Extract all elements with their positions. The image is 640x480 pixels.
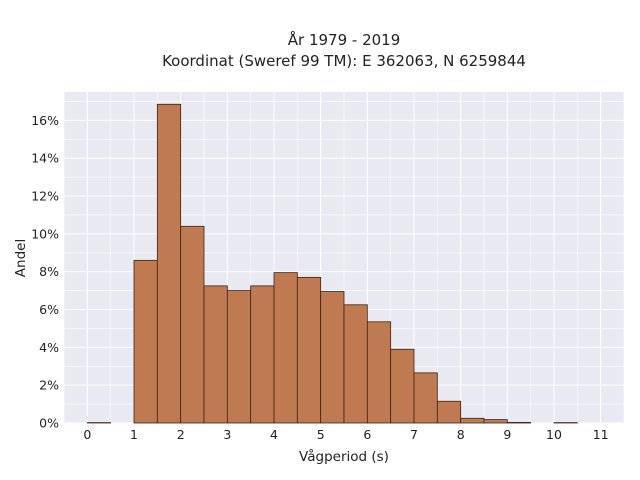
histogram-bar xyxy=(250,285,275,424)
histogram-bar xyxy=(413,372,438,424)
x-tick-label: 2 xyxy=(177,427,185,442)
x-tick-labels: 0 1 2 3 4 5 6 7 8 9 10 11 xyxy=(83,427,608,442)
histogram-bar xyxy=(156,103,182,424)
y-tick-label: 10% xyxy=(31,226,59,241)
histogram-bar xyxy=(203,285,228,424)
histogram-bar xyxy=(343,304,368,424)
y-tick-label: 6% xyxy=(39,302,59,317)
x-tick-label: 7 xyxy=(410,427,418,442)
histogram-bar xyxy=(273,272,298,424)
x-axis-label: Vågperiod (s) xyxy=(299,448,389,465)
y-tick-label: 14% xyxy=(31,151,59,166)
histogram-bar xyxy=(180,225,205,424)
histogram-bar xyxy=(226,290,252,424)
y-tick-labels: 0% 2% 4% 6% 8% 10% 12% 14% 16% xyxy=(31,113,59,431)
histogram-bar xyxy=(506,422,532,424)
histogram-bar xyxy=(460,417,485,424)
histogram-bar xyxy=(296,276,322,424)
y-tick-label: 12% xyxy=(31,189,59,204)
x-tick-label: 6 xyxy=(363,427,371,442)
y-tick-label: 0% xyxy=(39,416,59,431)
histogram-bar xyxy=(390,348,415,424)
x-tick-label: 10 xyxy=(546,427,562,442)
bars xyxy=(86,103,578,424)
x-tick-label: 9 xyxy=(503,427,511,442)
y-tick-label: 8% xyxy=(39,264,59,279)
y-axis-label: Andel xyxy=(13,239,29,277)
y-tick-label: 2% xyxy=(39,378,59,393)
x-tick-label: 11 xyxy=(593,427,609,442)
histogram-bar xyxy=(320,291,345,424)
x-tick-label: 4 xyxy=(270,427,278,442)
x-tick-label: 1 xyxy=(130,427,138,442)
x-tick-label: 0 xyxy=(83,427,91,442)
x-tick-label: 3 xyxy=(223,427,231,442)
histogram-bar xyxy=(133,259,158,424)
y-tick-label: 4% xyxy=(39,340,59,355)
histogram-bar xyxy=(483,419,508,424)
histogram-bar xyxy=(366,321,392,424)
y-tick-label: 16% xyxy=(31,113,59,128)
x-tick-label: 8 xyxy=(457,427,465,442)
x-tick-label: 5 xyxy=(317,427,325,442)
chart-subtitle: Koordinat (Sweref 99 TM): E 362063, N 62… xyxy=(162,52,526,70)
chart-title: År 1979 - 2019 xyxy=(288,30,401,49)
histogram-bar xyxy=(436,400,462,424)
